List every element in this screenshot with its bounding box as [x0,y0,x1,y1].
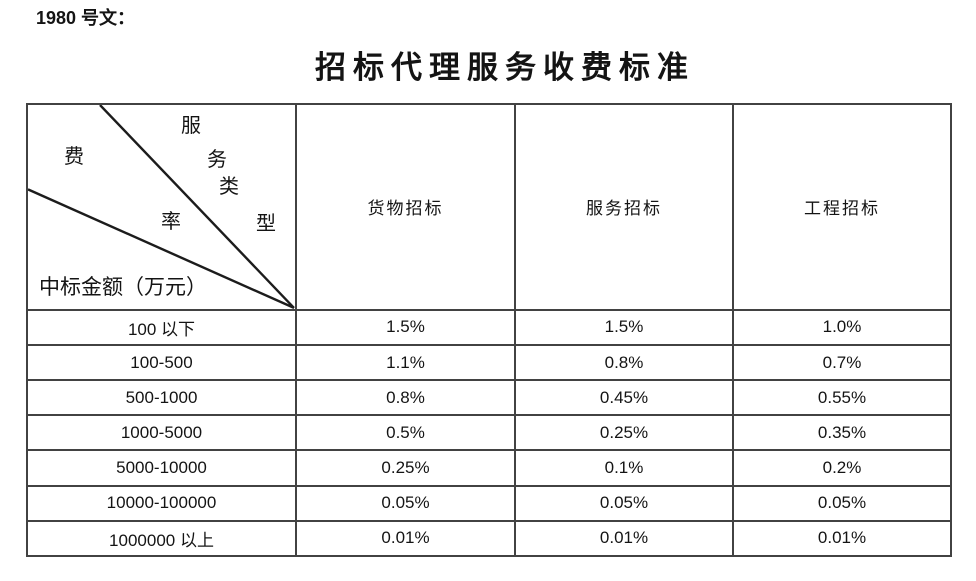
rate-cell: 0.45% [514,379,734,417]
rate-cell: 0.01% [295,519,516,558]
table-row: 100-500 1.1% 0.8% 0.7% [26,344,952,382]
rate-cell: 0.7% [732,344,952,382]
rate-cell: 0.05% [732,484,952,522]
diagonal-amount-label: 中标金额（万元） [39,275,207,299]
column-header-goods: 货物招标 [295,103,516,311]
row-label: 1000-5000 [26,414,297,452]
page-title: 招标代理服务收费标准 [315,50,695,86]
rate-cell: 0.25% [295,449,516,487]
table-row: 10000-100000 0.05% 0.05% 0.05% [26,484,952,522]
rate-cell: 1.0% [732,308,952,347]
rate-cell: 0.2% [732,449,952,487]
rate-cell: 0.8% [514,344,734,382]
rate-cell: 0.05% [514,484,734,522]
rate-cell: 0.5% [295,414,516,452]
rate-cell: 0.01% [514,519,734,558]
row-label: 1000000 以上 [26,519,297,558]
rate-cell: 0.01% [732,519,952,558]
diagonal-type-char-2: 务 [207,147,227,171]
row-label: 5000-10000 [26,449,297,487]
table-row: 500-1000 0.8% 0.45% 0.55% [26,379,952,417]
row-label: 100-500 [26,344,297,382]
rate-cell: 1.1% [295,344,516,382]
row-label: 500-1000 [26,379,297,417]
rate-cell: 0.35% [732,414,952,452]
column-header-services: 服务招标 [514,103,734,311]
doc-ref-label: 1980 号文： [36,8,136,28]
diagonal-fee-char-1: 费 [64,144,84,168]
table-row: 1000-5000 0.5% 0.25% 0.35% [26,414,952,452]
diagonal-fee-char-2: 率 [161,209,181,233]
diagonal-header-cell: 费 率 服 务 类 型 中标金额（万元） [26,103,297,311]
diagonal-type-char-1: 服 [181,113,201,137]
rate-cell: 1.5% [295,308,516,347]
table-row: 1000000 以上 0.01% 0.01% 0.01% [26,519,952,558]
table-row: 100 以下 1.5% 1.5% 1.0% [26,308,952,347]
rate-cell: 0.25% [514,414,734,452]
rate-cell: 1.5% [514,308,734,347]
rate-cell: 0.1% [514,449,734,487]
row-label: 10000-100000 [26,484,297,522]
fee-table: 费 率 服 务 类 型 中标金额（万元） 货物招标 服务招标 工程招标 100 … [26,103,952,558]
rate-cell: 0.05% [295,484,516,522]
table-row: 5000-10000 0.25% 0.1% 0.2% [26,449,952,487]
column-header-works: 工程招标 [732,103,952,311]
rate-cell: 0.8% [295,379,516,417]
rate-cell: 0.55% [732,379,952,417]
diagonal-type-char-3: 类 [219,174,239,198]
table-header-row: 费 率 服 务 类 型 中标金额（万元） 货物招标 服务招标 工程招标 [26,103,952,311]
diagonal-lines-icon [28,105,295,309]
diagonal-type-char-4: 型 [256,211,276,235]
row-label: 100 以下 [26,308,297,347]
